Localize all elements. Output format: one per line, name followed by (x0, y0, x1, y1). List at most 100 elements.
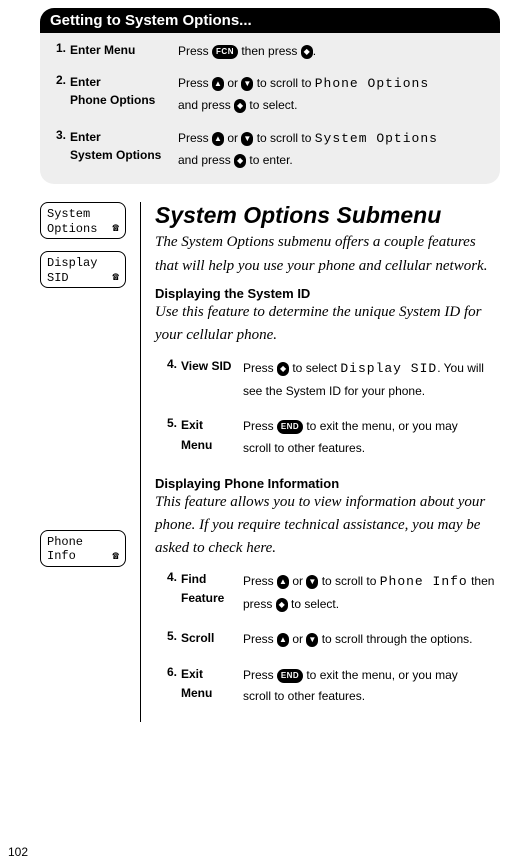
text: System Options (70, 148, 161, 162)
select-button-icon: ◆ (277, 362, 289, 376)
text: to scroll to (253, 131, 314, 145)
text: Find (181, 572, 206, 586)
text: Enter (70, 130, 101, 144)
step-num: 5. (155, 629, 181, 651)
text: to select (289, 361, 340, 375)
lcd-box: System Options ☎ (40, 202, 126, 239)
lcd-line: Options (47, 222, 97, 236)
step-num: 5. (155, 416, 181, 459)
fcn-button-icon: FCN (212, 45, 238, 59)
select-button-icon: ◆ (276, 598, 288, 612)
up-arrow-icon: ▲ (277, 575, 289, 589)
body-text: your cellular phone. (155, 324, 500, 347)
select-button-icon: ◆ (234, 99, 246, 113)
text: Exit (181, 418, 203, 432)
lcd-text: Phone Options (315, 76, 429, 91)
step-num: 1. (52, 41, 70, 61)
down-arrow-icon: ▼ (241, 132, 253, 146)
text: press (243, 597, 276, 611)
page-title: System Options Submenu (155, 202, 500, 229)
text: or (224, 131, 241, 145)
lcd-box: Display SID ☎ (40, 251, 126, 288)
text: scroll to other features. (243, 689, 365, 703)
step-label: Scroll (181, 629, 243, 651)
step-num: 3. (52, 128, 70, 170)
step-desc: Press FCN then press ◆. (178, 41, 488, 61)
body-text: Use this feature to determine the unique… (155, 301, 500, 324)
text: Phone Options (70, 93, 155, 107)
phone-icon: ☎ (112, 551, 119, 564)
down-arrow-icon: ▼ (306, 575, 318, 589)
select-button-icon: ◆ (234, 154, 246, 168)
text: or (224, 76, 241, 90)
intro-text: The System Options submenu offers a coup… (155, 231, 500, 278)
text: to scroll to (318, 574, 379, 588)
step-desc: Press ◆ to select Display SID. You will … (243, 357, 500, 402)
step-row: 5. Scroll Press ▲ or ▼ to scroll through… (155, 629, 500, 651)
step-desc: Press ▲ or ▼ to scroll through the optio… (243, 629, 500, 651)
text: . You will (437, 361, 484, 375)
lcd-line: Display (47, 256, 97, 270)
lcd-text: System Options (315, 131, 438, 146)
page-number: 102 (8, 845, 28, 859)
step-desc: Press ▲ or ▼ to scroll to System Options… (178, 128, 488, 170)
step-num: 4. (155, 570, 181, 615)
step-label: Find Feature (181, 570, 243, 615)
step-label: View SID (181, 357, 243, 402)
text: to exit the menu, or you may (303, 419, 458, 433)
lcd-text: Phone Info (380, 574, 468, 589)
subheading: Displaying Phone Information (155, 476, 500, 491)
step-desc: Press END to exit the menu, or you may s… (243, 416, 500, 459)
subheading: Displaying the System ID (155, 286, 500, 301)
text: Press (243, 574, 277, 588)
text: and press (178, 153, 234, 167)
lcd-text: Display SID (340, 361, 437, 376)
text: or (289, 574, 306, 588)
end-button-icon: END (277, 420, 303, 434)
step-row: 4. View SID Press ◆ to select Display SI… (155, 357, 500, 402)
step-label: Exit Menu (181, 416, 243, 459)
text: Press (243, 632, 277, 646)
step-row: 5. Exit Menu Press END to exit the menu,… (155, 416, 500, 459)
top-steps-box: 1. Enter Menu Press FCN then press ◆. 2.… (40, 33, 500, 184)
step-desc: Press END to exit the menu, or you may s… (243, 665, 500, 708)
step-label: Exit Menu (181, 665, 243, 708)
text: Press (178, 76, 212, 90)
text: then (468, 574, 495, 588)
text: Exit (181, 667, 203, 681)
text: Press (178, 44, 212, 58)
section-header: Getting to System Options... (40, 8, 500, 33)
step-row: 4. Find Feature Press ▲ or ▼ to scroll t… (155, 570, 500, 615)
text: Menu (181, 438, 212, 452)
text: to select. (288, 597, 339, 611)
vertical-divider (140, 202, 141, 722)
select-button-icon: ◆ (301, 45, 313, 59)
lcd-line: SID (47, 271, 69, 285)
text: Press (243, 419, 277, 433)
text: Enter (70, 75, 101, 89)
text: then press (238, 44, 301, 58)
text: Feature (181, 591, 224, 605)
end-button-icon: END (277, 669, 303, 683)
down-arrow-icon: ▼ (241, 77, 253, 91)
step-label: Enter Phone Options (70, 73, 178, 115)
body-text: This feature allows you to view informat… (155, 491, 500, 561)
step-desc: Press ▲ or ▼ to scroll to Phone Options … (178, 73, 488, 115)
text: to scroll to (253, 76, 314, 90)
phone-icon: ☎ (112, 223, 119, 236)
text: or (289, 632, 306, 646)
lcd-box: Phone Info ☎ (40, 530, 126, 567)
text: see the System ID for your phone. (243, 384, 425, 398)
down-arrow-icon: ▼ (306, 633, 318, 647)
lcd-line: Phone (47, 535, 83, 549)
text: to scroll through the options. (318, 632, 472, 646)
step-num: 4. (155, 357, 181, 402)
step-row: 1. Enter Menu Press FCN then press ◆. (52, 41, 488, 61)
text: . (313, 44, 316, 58)
text: Press (243, 361, 277, 375)
phone-icon: ☎ (112, 272, 119, 285)
lcd-line: System (47, 207, 90, 221)
text: to select. (246, 98, 297, 112)
lcd-line: Info (47, 549, 76, 563)
text: to enter. (246, 153, 293, 167)
